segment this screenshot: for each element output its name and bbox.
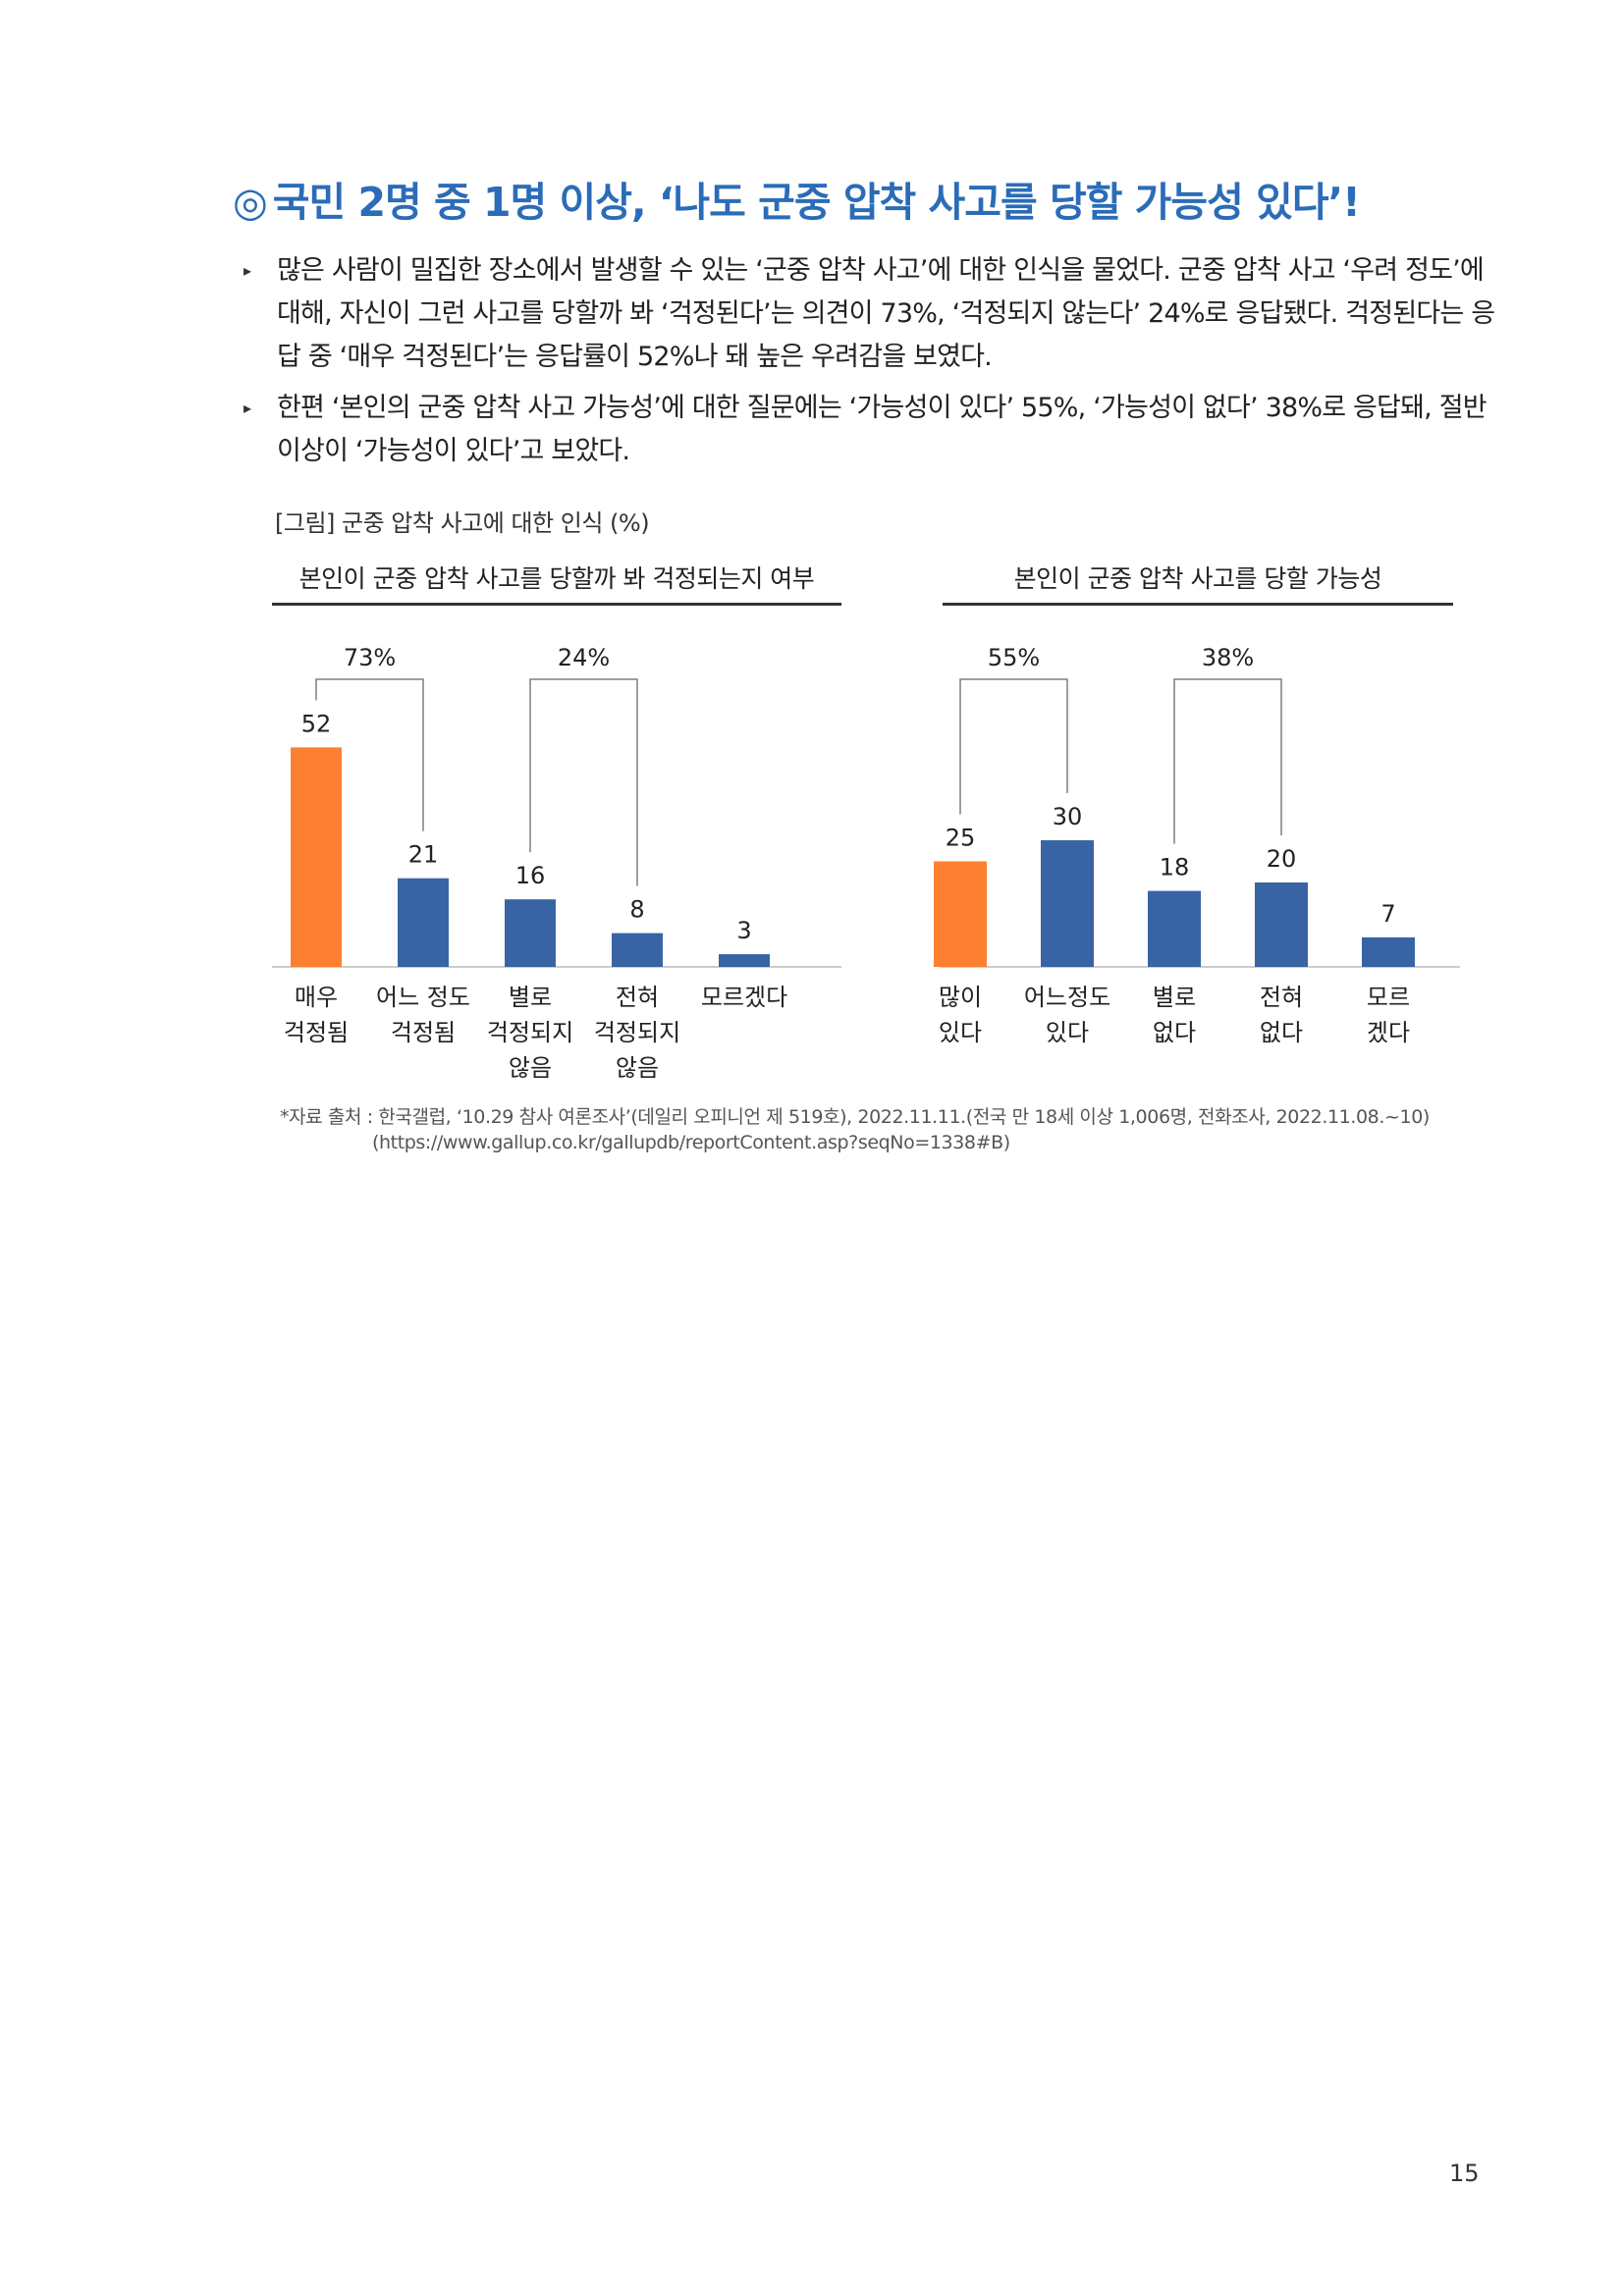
bar-value-label: 18 — [1160, 854, 1190, 881]
page-number: 15 — [1449, 2160, 1480, 2187]
source-url: (https://www.gallup.co.kr/gallupdb/repor… — [372, 1132, 1010, 1153]
category-label: 매우 — [295, 984, 338, 1011]
category-label: 많이 — [939, 984, 982, 1011]
group-total-label: 73% — [344, 644, 396, 671]
category-label: 걱정됨 — [284, 1019, 349, 1046]
figure-caption: [그림] 군중 압착 사고에 대한 인식 (%) — [275, 509, 650, 537]
bar-value-label: 3 — [736, 917, 751, 944]
bar-value-label: 7 — [1380, 900, 1395, 928]
group-total-label: 24% — [558, 644, 610, 671]
title-underline — [943, 603, 1453, 606]
bar-value-label: 20 — [1267, 845, 1297, 873]
bar-value-label: 16 — [515, 862, 546, 889]
triangle-bullet-icon: ▸ — [243, 261, 251, 280]
bar-value-label: 52 — [301, 710, 332, 737]
bullet-item: ▸ 많은 사람이 밀집한 장소에서 발생할 수 있는 ‘군중 압착 사고’에 대… — [243, 249, 1495, 379]
bar — [1148, 890, 1201, 967]
category-label: 걱정되지 — [594, 1019, 680, 1046]
category-label: 별로 — [509, 984, 552, 1011]
category-label: 않음 — [509, 1054, 552, 1082]
group-total-label: 38% — [1202, 644, 1254, 671]
category-label: 있다 — [1046, 1019, 1089, 1046]
bar — [1041, 840, 1094, 967]
group-bracket — [529, 678, 638, 886]
chart-title-right: 본인이 군중 압착 사고를 당할 가능성 — [1013, 564, 1382, 593]
category-label: 없다 — [1260, 1019, 1303, 1046]
bar — [1255, 882, 1308, 967]
chart-title-left: 본인이 군중 압착 사고를 당할까 봐 걱정되는지 여부 — [298, 564, 815, 593]
bar-value-label: 25 — [946, 825, 976, 852]
group-bracket — [959, 678, 1068, 815]
source-note: *자료 출처 : 한국갤럽, ‘10.29 참사 여론조사’(데일리 오피니언 … — [280, 1104, 1430, 1155]
category-label: 어느정도 — [1024, 984, 1110, 1011]
category-label: 별로 — [1153, 984, 1196, 1011]
category-label: 있다 — [939, 1019, 982, 1046]
group-total-label: 55% — [988, 644, 1040, 671]
category-label: 전혀 — [616, 984, 659, 1011]
bar-value-label: 8 — [629, 896, 644, 924]
bar — [612, 933, 663, 967]
bullet-list: ▸ 많은 사람이 밀집한 장소에서 발생할 수 있는 ‘군중 압착 사고’에 대… — [243, 249, 1495, 481]
triangle-bullet-icon: ▸ — [243, 399, 251, 417]
title-underline — [272, 603, 841, 606]
section-heading: ◎ 국민 2명 중 1명 이상, ‘나도 군중 압착 사고를 당할 가능성 있다’… — [233, 169, 1509, 228]
category-label: 모르 — [1367, 984, 1410, 1011]
heading-text: 국민 2명 중 1명 이상, ‘나도 군중 압착 사고를 당할 가능성 있다’! — [272, 179, 1361, 226]
bar — [398, 878, 449, 967]
group-bracket — [1173, 678, 1282, 844]
source-line: *자료 출처 : 한국갤럽, ‘10.29 참사 여론조사’(데일리 오피니언 … — [280, 1106, 1430, 1128]
category-label: 겠다 — [1367, 1019, 1410, 1046]
bar — [291, 747, 342, 967]
category-label: 어느 정도 — [376, 984, 470, 1011]
bar — [505, 899, 556, 967]
bar-value-label: 21 — [408, 841, 439, 869]
category-label: 모르겠다 — [701, 984, 787, 1011]
bar — [934, 861, 987, 967]
category-label: 없다 — [1153, 1019, 1196, 1046]
category-label: 걱정됨 — [391, 1019, 456, 1046]
group-bracket — [315, 678, 424, 831]
bullet-item: ▸ 한편 ‘본인의 군중 압착 사고 가능성’에 대한 질문에는 ‘가능성이 있… — [243, 387, 1495, 473]
category-label: 전혀 — [1260, 984, 1303, 1011]
bar — [1362, 936, 1415, 967]
category-label: 걱정되지 — [487, 1019, 573, 1046]
bullet-text: 많은 사람이 밀집한 장소에서 발생할 수 있는 ‘군중 압착 사고’에 대한 … — [277, 255, 1495, 372]
double-circle-icon: ◎ — [233, 179, 268, 226]
bar — [719, 954, 770, 967]
bullet-text: 한편 ‘본인의 군중 압착 사고 가능성’에 대한 질문에는 ‘가능성이 있다’… — [277, 393, 1488, 466]
category-label: 않음 — [616, 1054, 659, 1082]
bar-value-label: 30 — [1053, 803, 1083, 830]
